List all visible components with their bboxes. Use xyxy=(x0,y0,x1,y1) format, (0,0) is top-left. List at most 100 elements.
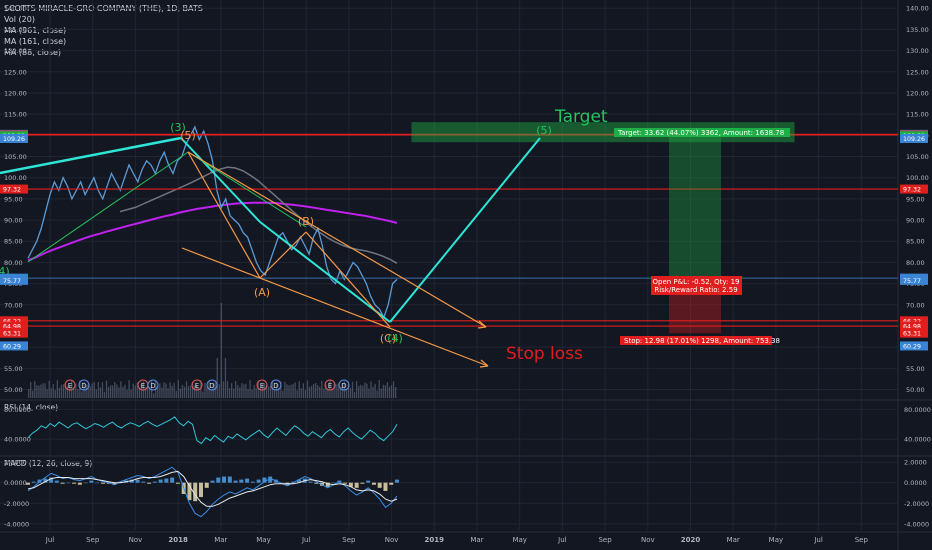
macd-histogram-bar xyxy=(129,479,134,483)
volume-bar xyxy=(308,386,311,398)
macd-histogram-bar xyxy=(49,477,54,483)
level-badge-label-right: 63.31 xyxy=(903,331,921,338)
macd-histogram-bar xyxy=(210,480,215,483)
volume-bar xyxy=(356,380,358,398)
volume-bar xyxy=(52,384,54,398)
x-tick-label: 2018 xyxy=(168,536,188,544)
event-marker-label: D xyxy=(273,382,278,390)
macd-histogram-bar xyxy=(377,482,382,488)
volume-bar xyxy=(146,383,149,398)
volume-bar xyxy=(89,386,91,398)
level-badge-label-right: 75.77 xyxy=(903,278,921,285)
wave-label: (3) xyxy=(170,121,186,134)
event-marker-circle xyxy=(338,379,350,391)
wave-label: (A) xyxy=(254,286,270,299)
volume-bar xyxy=(233,388,235,398)
volume-bar xyxy=(28,389,30,398)
volume-bar xyxy=(220,303,222,398)
y-tick-label-left: 105.00 xyxy=(4,153,27,161)
wave-cyan-3 xyxy=(259,221,391,323)
event-marker-label: E xyxy=(260,382,264,390)
macd-histogram-bar xyxy=(395,479,399,483)
macd-histogram-bar xyxy=(314,482,319,484)
macd-histogram-bar xyxy=(389,482,394,485)
event-marker-circle xyxy=(147,379,159,391)
volume-bar xyxy=(212,382,214,398)
volume-bar xyxy=(216,358,218,398)
volume-bar xyxy=(218,384,220,398)
macd-histogram-bar xyxy=(227,476,232,483)
y-tick-label-left: 80.00 xyxy=(4,259,23,267)
level-badge-label-left: 63.31 xyxy=(3,331,21,338)
volume-bar xyxy=(185,381,188,398)
stop-loss-title: Stop loss xyxy=(506,344,583,364)
level-badge-label-right: 97.32 xyxy=(903,187,921,194)
level-badge-right xyxy=(900,184,928,194)
x-tick-label: May xyxy=(256,536,270,544)
volume-bar xyxy=(349,387,352,398)
rsi-line xyxy=(27,416,398,445)
volume-bar xyxy=(251,389,253,398)
macd-panel[interactable]: MACD (12, 26, close, 9)2.0000 2.00000.000… xyxy=(0,459,929,529)
volume-bar xyxy=(321,380,323,398)
target-box-text: Target: 33.62 (44.07%) 3362, Amount: 163… xyxy=(617,129,784,137)
volume-bar xyxy=(44,383,46,398)
volume-bar xyxy=(286,384,288,398)
wave-label: (4) xyxy=(387,332,403,345)
x-tick-label: Jul xyxy=(813,536,823,544)
volume-bar xyxy=(73,388,75,398)
indicator-vol: Vol (20) xyxy=(4,15,35,24)
volume-bar xyxy=(384,385,386,398)
volume-bar xyxy=(130,389,132,398)
volume-bar xyxy=(284,381,286,398)
volume-bar xyxy=(335,384,337,398)
volume-bar xyxy=(337,383,339,398)
volume-bar xyxy=(390,385,393,398)
volume-bar xyxy=(292,383,294,398)
pnl-box-line-2: Risk/Reward Ratio: 2.59 xyxy=(654,286,737,294)
rsi-tick-right: 80.0000 xyxy=(904,406,931,414)
volume-bar xyxy=(132,383,134,398)
volume-bar xyxy=(261,384,263,398)
level-badge-label-right: 64.98 xyxy=(903,324,921,331)
volume-bar xyxy=(315,383,317,398)
price-panel[interactable] xyxy=(27,125,398,320)
volume-bar xyxy=(210,389,212,398)
y-tick-label-right: 90.00 xyxy=(906,217,925,225)
volume-bar xyxy=(364,382,366,398)
volume-bar xyxy=(134,385,136,398)
wave-orange-a xyxy=(187,151,261,279)
volume-bar xyxy=(259,388,261,398)
wave-label: (5) xyxy=(180,129,196,142)
volume-bar xyxy=(36,385,38,398)
macd-histogram-bar xyxy=(83,482,88,484)
volume-bar xyxy=(105,380,108,398)
event-marker-circle xyxy=(191,379,203,391)
volume-bar xyxy=(333,382,335,398)
volume-bar xyxy=(222,381,225,398)
volume-bar xyxy=(380,388,382,398)
volume-bar xyxy=(91,383,93,398)
volume-bar xyxy=(161,387,163,398)
volume-bar xyxy=(214,382,216,398)
x-tick-label: Sep xyxy=(598,536,612,544)
ma-161-line xyxy=(27,201,398,262)
y-tick-label-right: 50.00 xyxy=(906,386,925,394)
volume-bar xyxy=(167,388,169,398)
event-marker-label: E xyxy=(68,382,72,390)
volume-bar xyxy=(360,384,362,398)
y-tick-label-left: 100.00 xyxy=(4,174,27,182)
stop-box-bg xyxy=(620,336,772,345)
indicator-ma-88: MA (88, close) xyxy=(4,48,62,57)
macd-histogram-bar xyxy=(325,482,330,487)
volume-bar xyxy=(177,380,179,398)
y-tick-label-right: 70.00 xyxy=(906,301,925,309)
volume-bar xyxy=(128,380,130,398)
stop-box-text: Stop: 12.98 (17.01%) 1298, Amount: 753.3… xyxy=(624,337,780,345)
volume-bar xyxy=(249,380,251,398)
volume-bar xyxy=(208,381,210,398)
volume-bar xyxy=(290,384,292,398)
volume-bar xyxy=(198,387,200,398)
